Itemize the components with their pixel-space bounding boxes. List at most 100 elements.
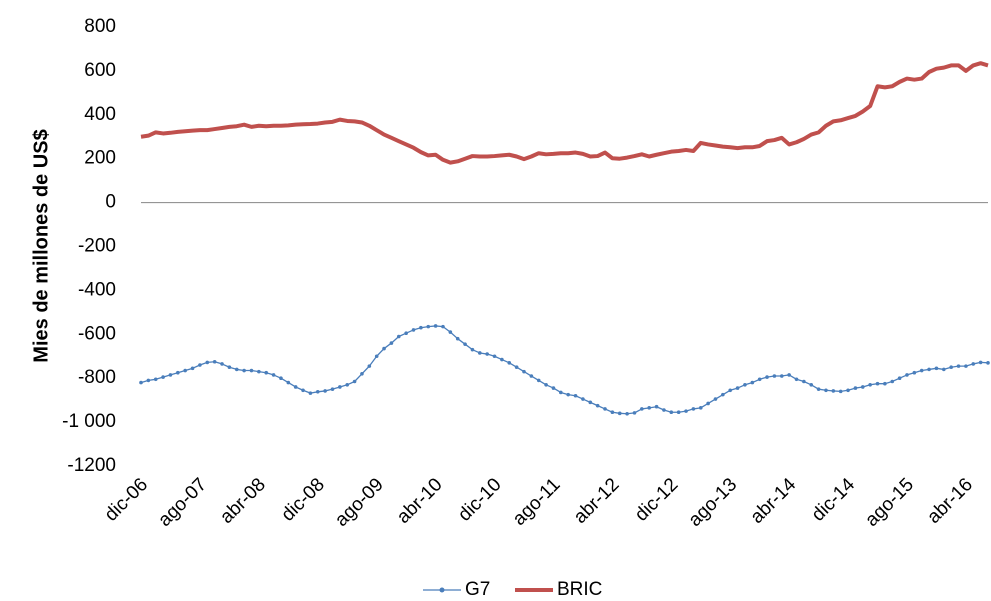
data-point: [802, 379, 806, 384]
data-point: [374, 354, 379, 359]
data-point: [330, 387, 335, 391]
data-point: [271, 373, 276, 377]
data-point: [426, 324, 431, 329]
legend-label: BRIC: [557, 579, 602, 600]
data-point: [750, 380, 755, 385]
data-point: [220, 362, 224, 366]
data-point: [573, 393, 578, 398]
data-point: [323, 389, 327, 393]
x-tick-label: ago-13: [685, 474, 742, 531]
data-point: [640, 407, 644, 411]
data-point: [168, 373, 173, 377]
data-point: [669, 410, 674, 415]
data-point: [809, 382, 814, 387]
data-point: [794, 377, 799, 382]
x-tick-label: ago-11: [509, 474, 565, 530]
data-point: [765, 375, 769, 379]
data-point: [890, 379, 895, 384]
data-point: [264, 370, 269, 375]
y-tick-label: 200: [84, 148, 116, 169]
data-point: [544, 382, 548, 387]
data-point: [816, 387, 821, 391]
data-point: [286, 380, 291, 385]
data-point: [470, 347, 475, 352]
data-point: [728, 388, 733, 393]
data-point: [912, 370, 917, 375]
data-point: [448, 330, 453, 334]
data-point: [772, 374, 777, 378]
x-tick-label: dic-10: [454, 474, 505, 525]
data-point: [492, 354, 497, 359]
data-point: [293, 385, 298, 389]
data-point: [610, 410, 615, 415]
data-point: [345, 382, 350, 387]
data-point: [706, 401, 710, 406]
x-tick-label: ago-07: [154, 474, 211, 531]
data-point: [396, 334, 401, 339]
y-tick-label: -1 000: [62, 411, 116, 432]
data-point: [735, 386, 740, 390]
data-point: [198, 363, 202, 367]
data-point: [382, 346, 386, 351]
data-point: [389, 341, 394, 345]
data-point: [897, 376, 902, 381]
data-point: [559, 390, 563, 395]
y-tick-label: -1200: [67, 455, 116, 476]
data-point: [522, 369, 526, 374]
data-point: [257, 369, 261, 374]
data-point: [338, 385, 342, 389]
data-point: [942, 367, 946, 372]
data-point: [934, 366, 939, 371]
data-point: [433, 324, 438, 328]
data-point: [463, 342, 467, 346]
data-point: [662, 408, 666, 412]
x-tick-label: ago-09: [331, 474, 388, 531]
data-point: [301, 388, 305, 393]
data-point: [146, 378, 151, 383]
x-tick-label: dic-08: [277, 474, 328, 525]
data-point: [404, 331, 408, 336]
data-point: [212, 359, 217, 364]
x-tick-label: abr-14: [747, 474, 801, 528]
data-point: [500, 357, 504, 362]
data-point: [838, 389, 843, 394]
data-point: [441, 324, 445, 329]
y-tick-label: 0: [105, 192, 116, 213]
data-point: [551, 386, 556, 390]
data-point: [978, 360, 983, 365]
data-point: [824, 388, 828, 393]
data-point: [713, 397, 718, 401]
y-tick-label: -800: [78, 367, 116, 388]
data-point: [757, 377, 762, 382]
data-point: [360, 372, 364, 376]
data-point: [632, 411, 637, 415]
data-point: [617, 411, 622, 416]
data-point: [161, 375, 165, 379]
data-point: [603, 407, 607, 411]
data-point: [153, 377, 158, 382]
data-point: [279, 376, 283, 381]
data-point: [308, 391, 313, 395]
x-tick-label: dic-06: [101, 474, 152, 525]
data-point: [684, 409, 688, 413]
data-point: [352, 379, 357, 384]
data-point: [588, 400, 593, 405]
data-point: [190, 366, 195, 371]
data-point: [485, 352, 489, 356]
data-point: [507, 361, 512, 365]
x-tick-label: abr-08: [216, 474, 270, 528]
data-point: [971, 362, 976, 366]
x-tick-label: ago-15: [861, 474, 918, 531]
series-line: [140, 61, 989, 165]
data-point: [514, 365, 519, 370]
data-point: [625, 411, 629, 416]
data-point: [949, 365, 953, 370]
data-point: [566, 392, 570, 397]
data-point: [647, 406, 651, 410]
data-point: [455, 336, 460, 341]
data-point: [868, 382, 872, 387]
data-point: [743, 382, 747, 387]
y-axis-label: Mies de millones de US$: [30, 129, 52, 362]
data-point: [927, 367, 931, 372]
